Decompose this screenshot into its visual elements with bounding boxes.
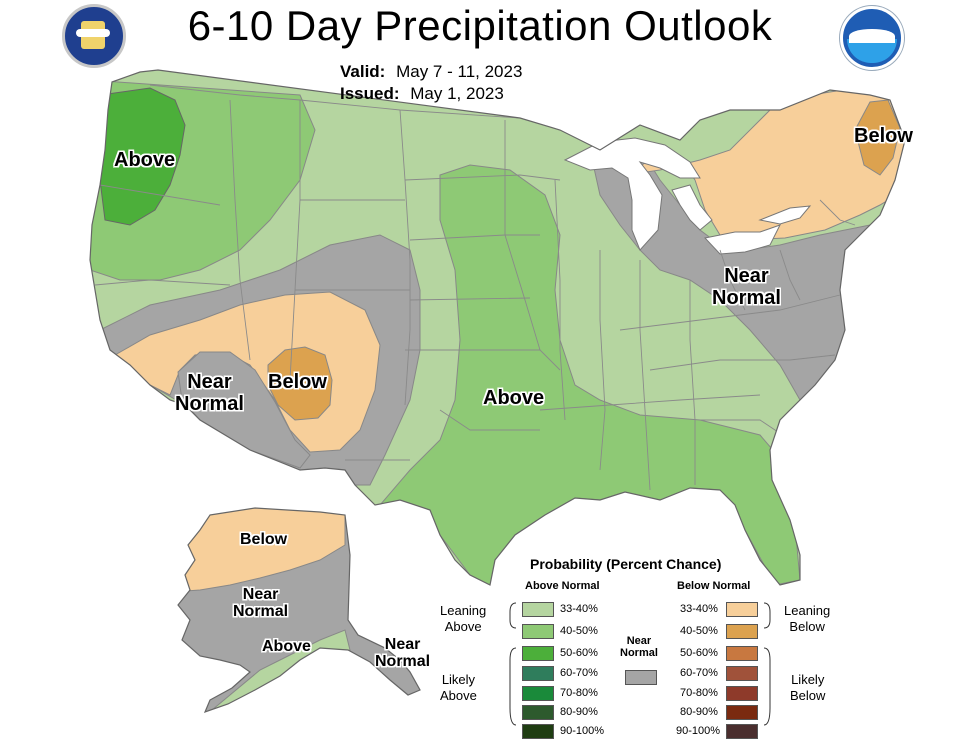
map-label-nw-above: Above (114, 149, 176, 171)
legend-title: Probability (Percent Chance) (530, 556, 722, 572)
swatch-above-33-40 (522, 602, 554, 617)
conus-outline (89, 69, 906, 586)
label-below-70-80: 70-80% (680, 687, 718, 699)
legend-above-header: Above Normal (525, 580, 600, 592)
great-lakes (563, 137, 812, 255)
label-above-80-90: 80-90% (560, 706, 598, 718)
swatch-above-90-100 (522, 724, 554, 739)
map-label-central-above: Above (483, 387, 545, 409)
alaska-outline (177, 507, 421, 714)
map-label-sw-below: Below (268, 371, 327, 393)
label-below-80-90: 80-90% (680, 706, 718, 718)
label-below-33-40: 33-40% (680, 603, 718, 615)
issued-date: May 1, 2023 (410, 84, 504, 103)
issued-row: Issued: May 1, 2023 (340, 84, 504, 104)
valid-label: Valid: (340, 62, 386, 81)
map-label-east-near-normal: Near Normal (712, 265, 781, 309)
ne-below-40-50 (854, 99, 901, 176)
legend-brackets (509, 602, 771, 726)
legend-near-normal-label: Near Normal (620, 635, 658, 659)
valid-row: Valid: May 7 - 11, 2023 (340, 62, 522, 82)
map-label-ne-below: Below (854, 125, 913, 147)
page-title: 6-10 Day Precipitation Outlook (187, 2, 773, 49)
swatch-below-70-80 (726, 686, 758, 701)
swatch-above-60-70 (522, 666, 554, 681)
noaa-logo-icon (840, 6, 904, 70)
swatch-below-40-50 (726, 624, 758, 639)
map-label-panhandle-near-normal: Near Normal (375, 636, 431, 671)
sw-below-40-50 (267, 346, 333, 421)
label-above-60-70: 60-70% (560, 667, 598, 679)
swatch-below-80-90 (726, 705, 758, 720)
legend-near-normal-swatch (625, 670, 657, 685)
legend-below-header: Below Normal (677, 580, 751, 592)
map-label-ak-above: Above (262, 638, 311, 655)
commerce-seal-icon (62, 4, 126, 68)
swatch-below-33-40 (726, 602, 758, 617)
state-borders (94, 84, 856, 491)
map-label-ak-near-normal: Near Normal (233, 586, 289, 621)
label-above-50-60: 50-60% (560, 647, 598, 659)
label-above-70-80: 70-80% (560, 687, 598, 699)
label-above-90-100: 90-100% (560, 725, 605, 737)
swatch-above-40-50 (522, 624, 554, 639)
label-below-40-50: 40-50% (680, 625, 718, 637)
label-below-50-60: 50-60% (680, 647, 718, 659)
map-label-ak-below: Below (240, 531, 288, 548)
label-above-40-50: 40-50% (560, 625, 598, 637)
label-above-33-40: 33-40% (560, 603, 598, 615)
legend-leaning-above: Leaning Above (440, 603, 487, 635)
swatch-below-90-100 (726, 724, 758, 739)
legend-likely-below: Likely Below (790, 672, 826, 704)
label-below-90-100: 90-100% (676, 725, 721, 737)
valid-date: May 7 - 11, 2023 (396, 62, 523, 81)
legend-leaning-below: Leaning Below (784, 603, 831, 635)
swatch-above-80-90 (522, 705, 554, 720)
swatch-above-70-80 (522, 686, 554, 701)
swatch-above-50-60 (522, 646, 554, 661)
legend-likely-above: Likely Above (440, 672, 477, 704)
swatch-below-50-60 (726, 646, 758, 661)
label-below-60-70: 60-70% (680, 667, 718, 679)
map-label-sw-near-normal: Near Normal (175, 371, 244, 415)
alaska-shading (178, 508, 420, 712)
conus-shading (90, 70, 905, 585)
nw-above-50-60 (99, 87, 186, 226)
issued-label: Issued: (340, 84, 400, 103)
swatch-below-60-70 (726, 666, 758, 681)
